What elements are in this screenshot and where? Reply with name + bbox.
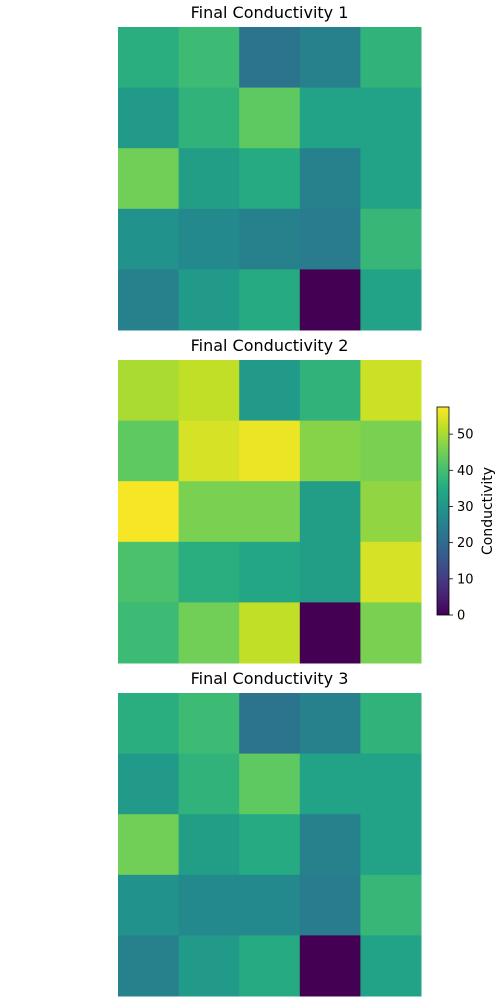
colorbar: 0 10 20 30 40 50 Conductivity (436, 406, 496, 624)
heatmap-cell (299, 935, 361, 997)
heatmap-cell (360, 208, 422, 270)
heatmap-cell (178, 693, 240, 755)
heatmap-cell (299, 148, 361, 210)
heatmap-cell (360, 874, 422, 936)
heatmap-cell (299, 420, 361, 482)
heatmap-cell (360, 148, 422, 210)
heatmap-cell (118, 360, 180, 422)
heatmap-cell (360, 360, 422, 422)
heatmap-cell (360, 814, 422, 876)
heatmap-cell (118, 269, 180, 331)
heatmap-cell (360, 693, 422, 755)
heatmap-cell (239, 753, 301, 815)
heatmap-cell (178, 541, 240, 603)
heatmap-cell (118, 753, 180, 815)
heatmap-cell (118, 208, 180, 270)
heatmap-cell (299, 87, 361, 149)
heatmap-cell (118, 148, 180, 210)
heatmap-cell (178, 269, 240, 331)
heatmap-cell (178, 148, 240, 210)
heatmap-cell (118, 693, 180, 755)
colorbar-tick-label: 40 (457, 464, 474, 479)
heatmap-cell (239, 27, 301, 89)
colorbar-label: Conductivity (480, 467, 496, 555)
heatmap-title: Final Conductivity 2 (191, 336, 349, 355)
heatmap-cell (299, 269, 361, 331)
colorbar-tick-label: 20 (457, 536, 474, 551)
heatmap-cell (299, 208, 361, 270)
heatmap-cell (299, 753, 361, 815)
heatmap-cell (239, 481, 301, 543)
heatmap-cell (239, 360, 301, 422)
heatmap-cell (239, 208, 301, 270)
heatmap-cell (360, 87, 422, 149)
heatmap-cell (299, 27, 361, 89)
heatmap-panel-1: Final Conductivity 1 (118, 3, 422, 331)
heatmap-cell (178, 935, 240, 997)
heatmap-cell (360, 602, 422, 664)
colorbar-tick-label: 30 (457, 500, 474, 515)
heatmap-cell (118, 87, 180, 149)
heatmap-title: Final Conductivity 1 (191, 3, 349, 22)
heatmap-cell (299, 814, 361, 876)
heatmap-cell (178, 27, 240, 89)
heatmap-cell (118, 541, 180, 603)
heatmap-cell (118, 420, 180, 482)
heatmap-cell (360, 269, 422, 331)
heatmap-cell (239, 148, 301, 210)
heatmap-cell (178, 814, 240, 876)
colorbar-tick-label: 50 (457, 428, 474, 443)
heatmap-cell (118, 481, 180, 543)
heatmap-cell (299, 602, 361, 664)
colorbar-tick-label: 0 (457, 609, 465, 624)
heatmap-cell (118, 602, 180, 664)
colorbar-tick-label: 10 (457, 572, 474, 587)
heatmap-cell (299, 481, 361, 543)
heatmap-cell (178, 753, 240, 815)
heatmap-cell (178, 87, 240, 149)
heatmap-cell (360, 753, 422, 815)
heatmap-cell (118, 814, 180, 876)
heatmap-cell (178, 208, 240, 270)
heatmap-cell (299, 693, 361, 755)
heatmap-cell (239, 269, 301, 331)
heatmap-cell (360, 935, 422, 997)
heatmap-cell (299, 360, 361, 422)
colorbar-gradient (436, 406, 450, 616)
heatmap-cell (178, 602, 240, 664)
heatmap-cell (299, 874, 361, 936)
heatmap-cell (239, 814, 301, 876)
heatmap-cell (178, 874, 240, 936)
heatmap-cell (178, 360, 240, 422)
heatmap-cell (239, 420, 301, 482)
heatmap-cell (360, 481, 422, 543)
heatmap-cell (239, 874, 301, 936)
heatmap-cell (239, 541, 301, 603)
heatmap-cell (299, 541, 361, 603)
heatmap-cell (118, 27, 180, 89)
heatmap-cell (360, 27, 422, 89)
heatmap-cell (239, 602, 301, 664)
heatmap-panel-3: Final Conductivity 3 (118, 669, 422, 997)
heatmap-cell (360, 541, 422, 603)
heatmap-cell (118, 874, 180, 936)
heatmap-cell (118, 935, 180, 997)
heatmap-panel-2: Final Conductivity 2 (118, 336, 422, 664)
heatmap-cell (239, 693, 301, 755)
heatmap-title: Final Conductivity 3 (191, 669, 349, 688)
heatmap-cell (239, 935, 301, 997)
heatmap-cell (239, 87, 301, 149)
heatmap-cell (178, 481, 240, 543)
heatmap-cell (360, 420, 422, 482)
heatmap-cell (178, 420, 240, 482)
